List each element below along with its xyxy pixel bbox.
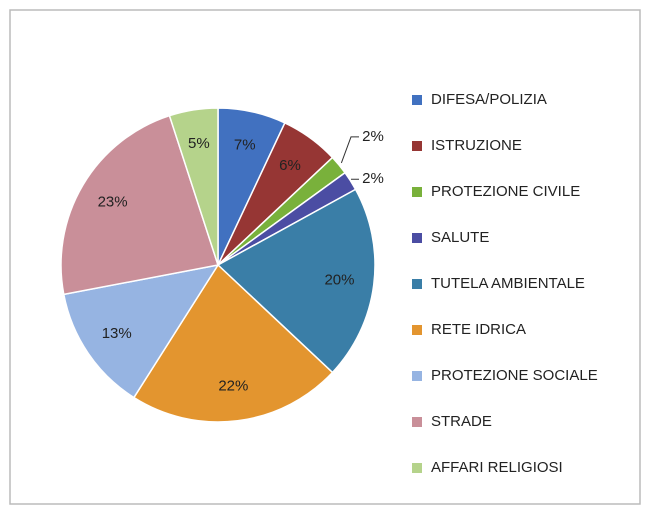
legend-label: SALUTE <box>431 229 489 246</box>
data-label: 20% <box>324 271 354 288</box>
legend-swatch <box>412 233 422 243</box>
legend-label: STRADE <box>431 413 492 430</box>
legend-swatch <box>412 417 422 427</box>
data-label: 7% <box>234 136 256 153</box>
legend-label: PROTEZIONE SOCIALE <box>431 367 598 384</box>
pie-slice <box>62 263 220 399</box>
pie-slice <box>168 107 219 266</box>
pie-slice <box>216 188 376 374</box>
legend-label: AFFARI RELIGIOSI <box>431 459 563 476</box>
data-label: 6% <box>279 157 301 174</box>
legend-label: DIFESA/POLIZIA <box>431 91 547 108</box>
data-label: 2% <box>362 128 384 145</box>
legend-label: PROTEZIONE CIVILE <box>431 183 580 200</box>
legend-label: ISTRUZIONE <box>431 137 522 154</box>
legend-label: RETE IDRICA <box>431 321 526 338</box>
legend-swatch <box>412 187 422 197</box>
legend-swatch <box>412 95 422 105</box>
legend-swatch <box>412 325 422 335</box>
legend-swatch <box>412 371 422 381</box>
data-label: 22% <box>218 377 248 394</box>
leader-line <box>340 136 359 164</box>
data-label: 13% <box>102 325 132 342</box>
pie-slice <box>60 114 219 296</box>
legend-swatch <box>412 141 422 151</box>
data-label: 23% <box>98 194 128 211</box>
pie-slice <box>132 263 334 423</box>
legend-label: TUTELA AMBIENTALE <box>431 275 585 292</box>
data-label: 2% <box>362 170 384 187</box>
legend-swatch <box>412 279 422 289</box>
legend-swatch <box>412 463 422 473</box>
data-label: 5% <box>188 135 210 152</box>
